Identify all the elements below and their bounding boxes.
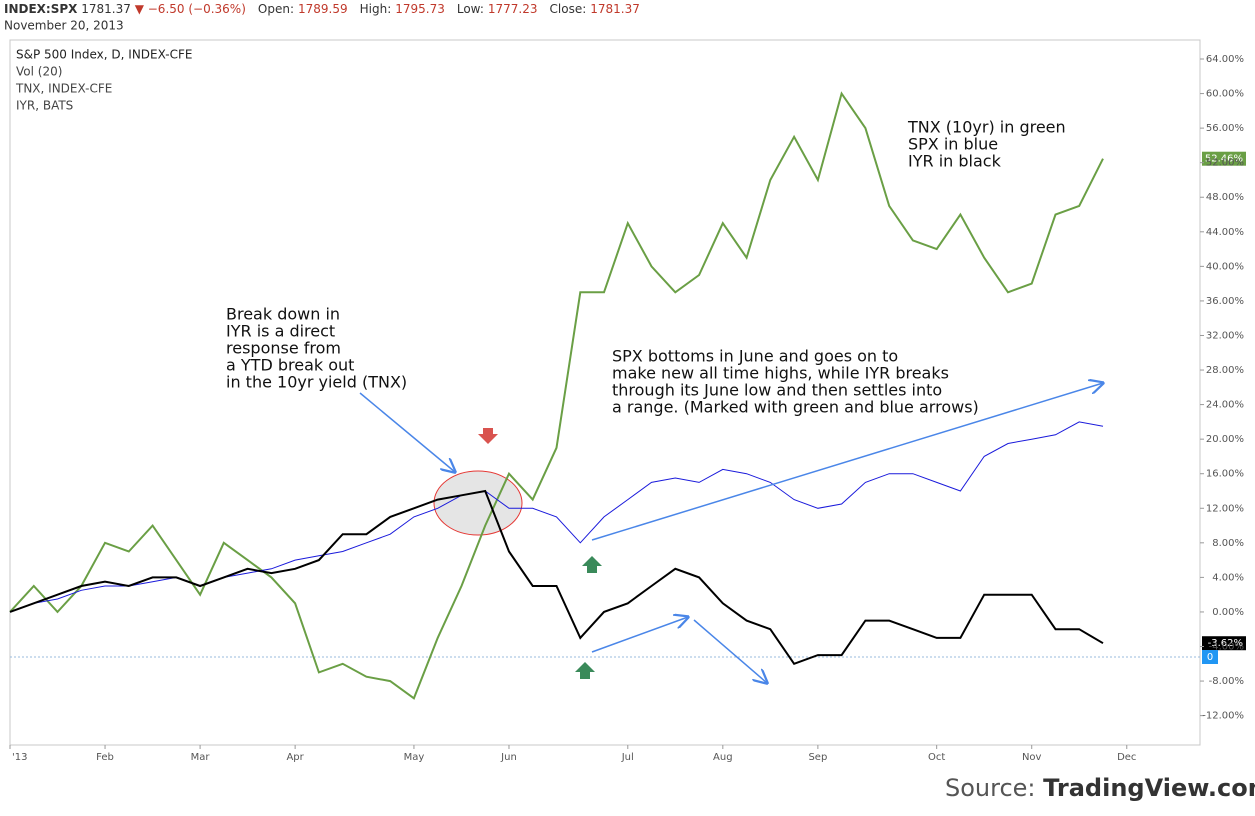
- price: 1781.37: [81, 2, 131, 16]
- x-tick-label: Sep: [808, 752, 827, 763]
- symbol: INDEX:SPX: [4, 2, 78, 16]
- legend-entry: Vol (20): [16, 65, 62, 79]
- annotation: IYR is a direct: [226, 322, 335, 341]
- y-tick-label: 0.00%: [1212, 607, 1244, 618]
- annotation: Break down in: [226, 305, 340, 324]
- source-name: TradingView.com: [1043, 774, 1255, 802]
- annotation: make new all time highs, while IYR break…: [612, 364, 949, 383]
- volume-label: 0: [1207, 652, 1213, 663]
- annotation: SPX bottoms in June and goes on to: [612, 347, 898, 366]
- highlight-ellipse: [433, 470, 523, 536]
- date: November 20, 2013: [4, 19, 124, 33]
- last-value-box: [1202, 151, 1246, 166]
- y-tick-label: -12.00%: [1202, 711, 1244, 722]
- field-label: Close:: [550, 2, 587, 16]
- y-tick-label: 32.00%: [1206, 330, 1244, 341]
- y-tick-label: 12.00%: [1206, 503, 1244, 514]
- y-tick-label: 24.00%: [1206, 400, 1244, 411]
- arrows: [359, 383, 1103, 683]
- annotation: in the 10yr yield (TNX): [226, 373, 407, 392]
- volume-box: [1202, 650, 1218, 664]
- field-value: 1777.23: [488, 2, 538, 16]
- field-value: 1789.59: [298, 2, 348, 16]
- y-tick-label: 56.00%: [1206, 123, 1244, 134]
- y-tick-label: 36.00%: [1206, 296, 1244, 307]
- annotation: response from: [226, 339, 341, 358]
- legend-entry: IYR, BATS: [16, 99, 73, 113]
- x-tick-label: Jul: [621, 752, 634, 763]
- series-line: [9, 421, 1104, 613]
- x-tick-label: Oct: [928, 752, 945, 763]
- annotation: a range. (Marked with green and blue arr…: [612, 398, 979, 417]
- x-tick-label: Dec: [1117, 752, 1136, 763]
- x-tick-label: Feb: [96, 752, 114, 763]
- y-tick-label: 48.00%: [1206, 192, 1244, 203]
- x-tick-label: '13: [12, 752, 27, 763]
- field-label: Open:: [258, 2, 294, 16]
- plot-frame: [9, 39, 1201, 746]
- change: −6.50 (−0.36%): [148, 2, 246, 16]
- annotation: through its June low and then settles in…: [612, 381, 942, 400]
- legend-entry: TNX, INDEX-CFE: [15, 82, 112, 96]
- annotation: SPX in blue: [908, 135, 998, 154]
- annotation: a YTD break out: [226, 356, 354, 375]
- x-tick-label: May: [404, 752, 425, 763]
- y-tick-label: 52.00%: [1206, 158, 1244, 169]
- source: Source: TradingView.com: [945, 774, 1255, 802]
- x-tick-label: Aug: [713, 752, 733, 763]
- field-label: High:: [360, 2, 392, 16]
- y-tick-label: 16.00%: [1206, 469, 1244, 480]
- x-tick-label: Nov: [1022, 752, 1042, 763]
- last-value-label: 52.46%: [1205, 154, 1243, 165]
- down-arrow: [478, 428, 498, 444]
- y-tick-label: 44.00%: [1206, 227, 1244, 238]
- header-line: INDEX:SPX 1781.37 ▼ −6.50 (−0.36%) Open: 1…: [4, 2, 640, 16]
- y-tick-label: -8.00%: [1209, 676, 1244, 687]
- x-tick-label: Mar: [191, 752, 211, 763]
- legend-entry: S&P 500 Index, D, INDEX-CFE: [16, 48, 192, 62]
- up-arrow: [575, 662, 595, 679]
- field-label: Low:: [457, 2, 484, 16]
- y-tick-label: 28.00%: [1206, 365, 1244, 376]
- annotation: IYR in black: [908, 152, 1002, 171]
- y-tick-label: 64.00%: [1206, 54, 1244, 65]
- field-value: 1795.73: [395, 2, 445, 16]
- y-tick-label: 20.00%: [1206, 434, 1244, 445]
- y-tick-label: -4.00%: [1209, 642, 1244, 653]
- x-tick-label: Apr: [286, 752, 304, 763]
- last-value-box: [1202, 636, 1246, 651]
- y-tick-label: 60.00%: [1206, 89, 1244, 100]
- up-arrow: [582, 556, 602, 573]
- y-tick-label: 4.00%: [1212, 572, 1244, 583]
- annotation: TNX (10yr) in green: [907, 118, 1066, 137]
- y-tick-label: 8.00%: [1212, 538, 1244, 549]
- series-line: [9, 489, 1104, 666]
- y-tick-label: 40.00%: [1206, 261, 1244, 272]
- x-tick-label: Jun: [500, 752, 517, 763]
- field-value: 1781.37: [590, 2, 640, 16]
- source-label: Source:: [945, 774, 1036, 802]
- last-value-label: -3.62%: [1208, 638, 1243, 649]
